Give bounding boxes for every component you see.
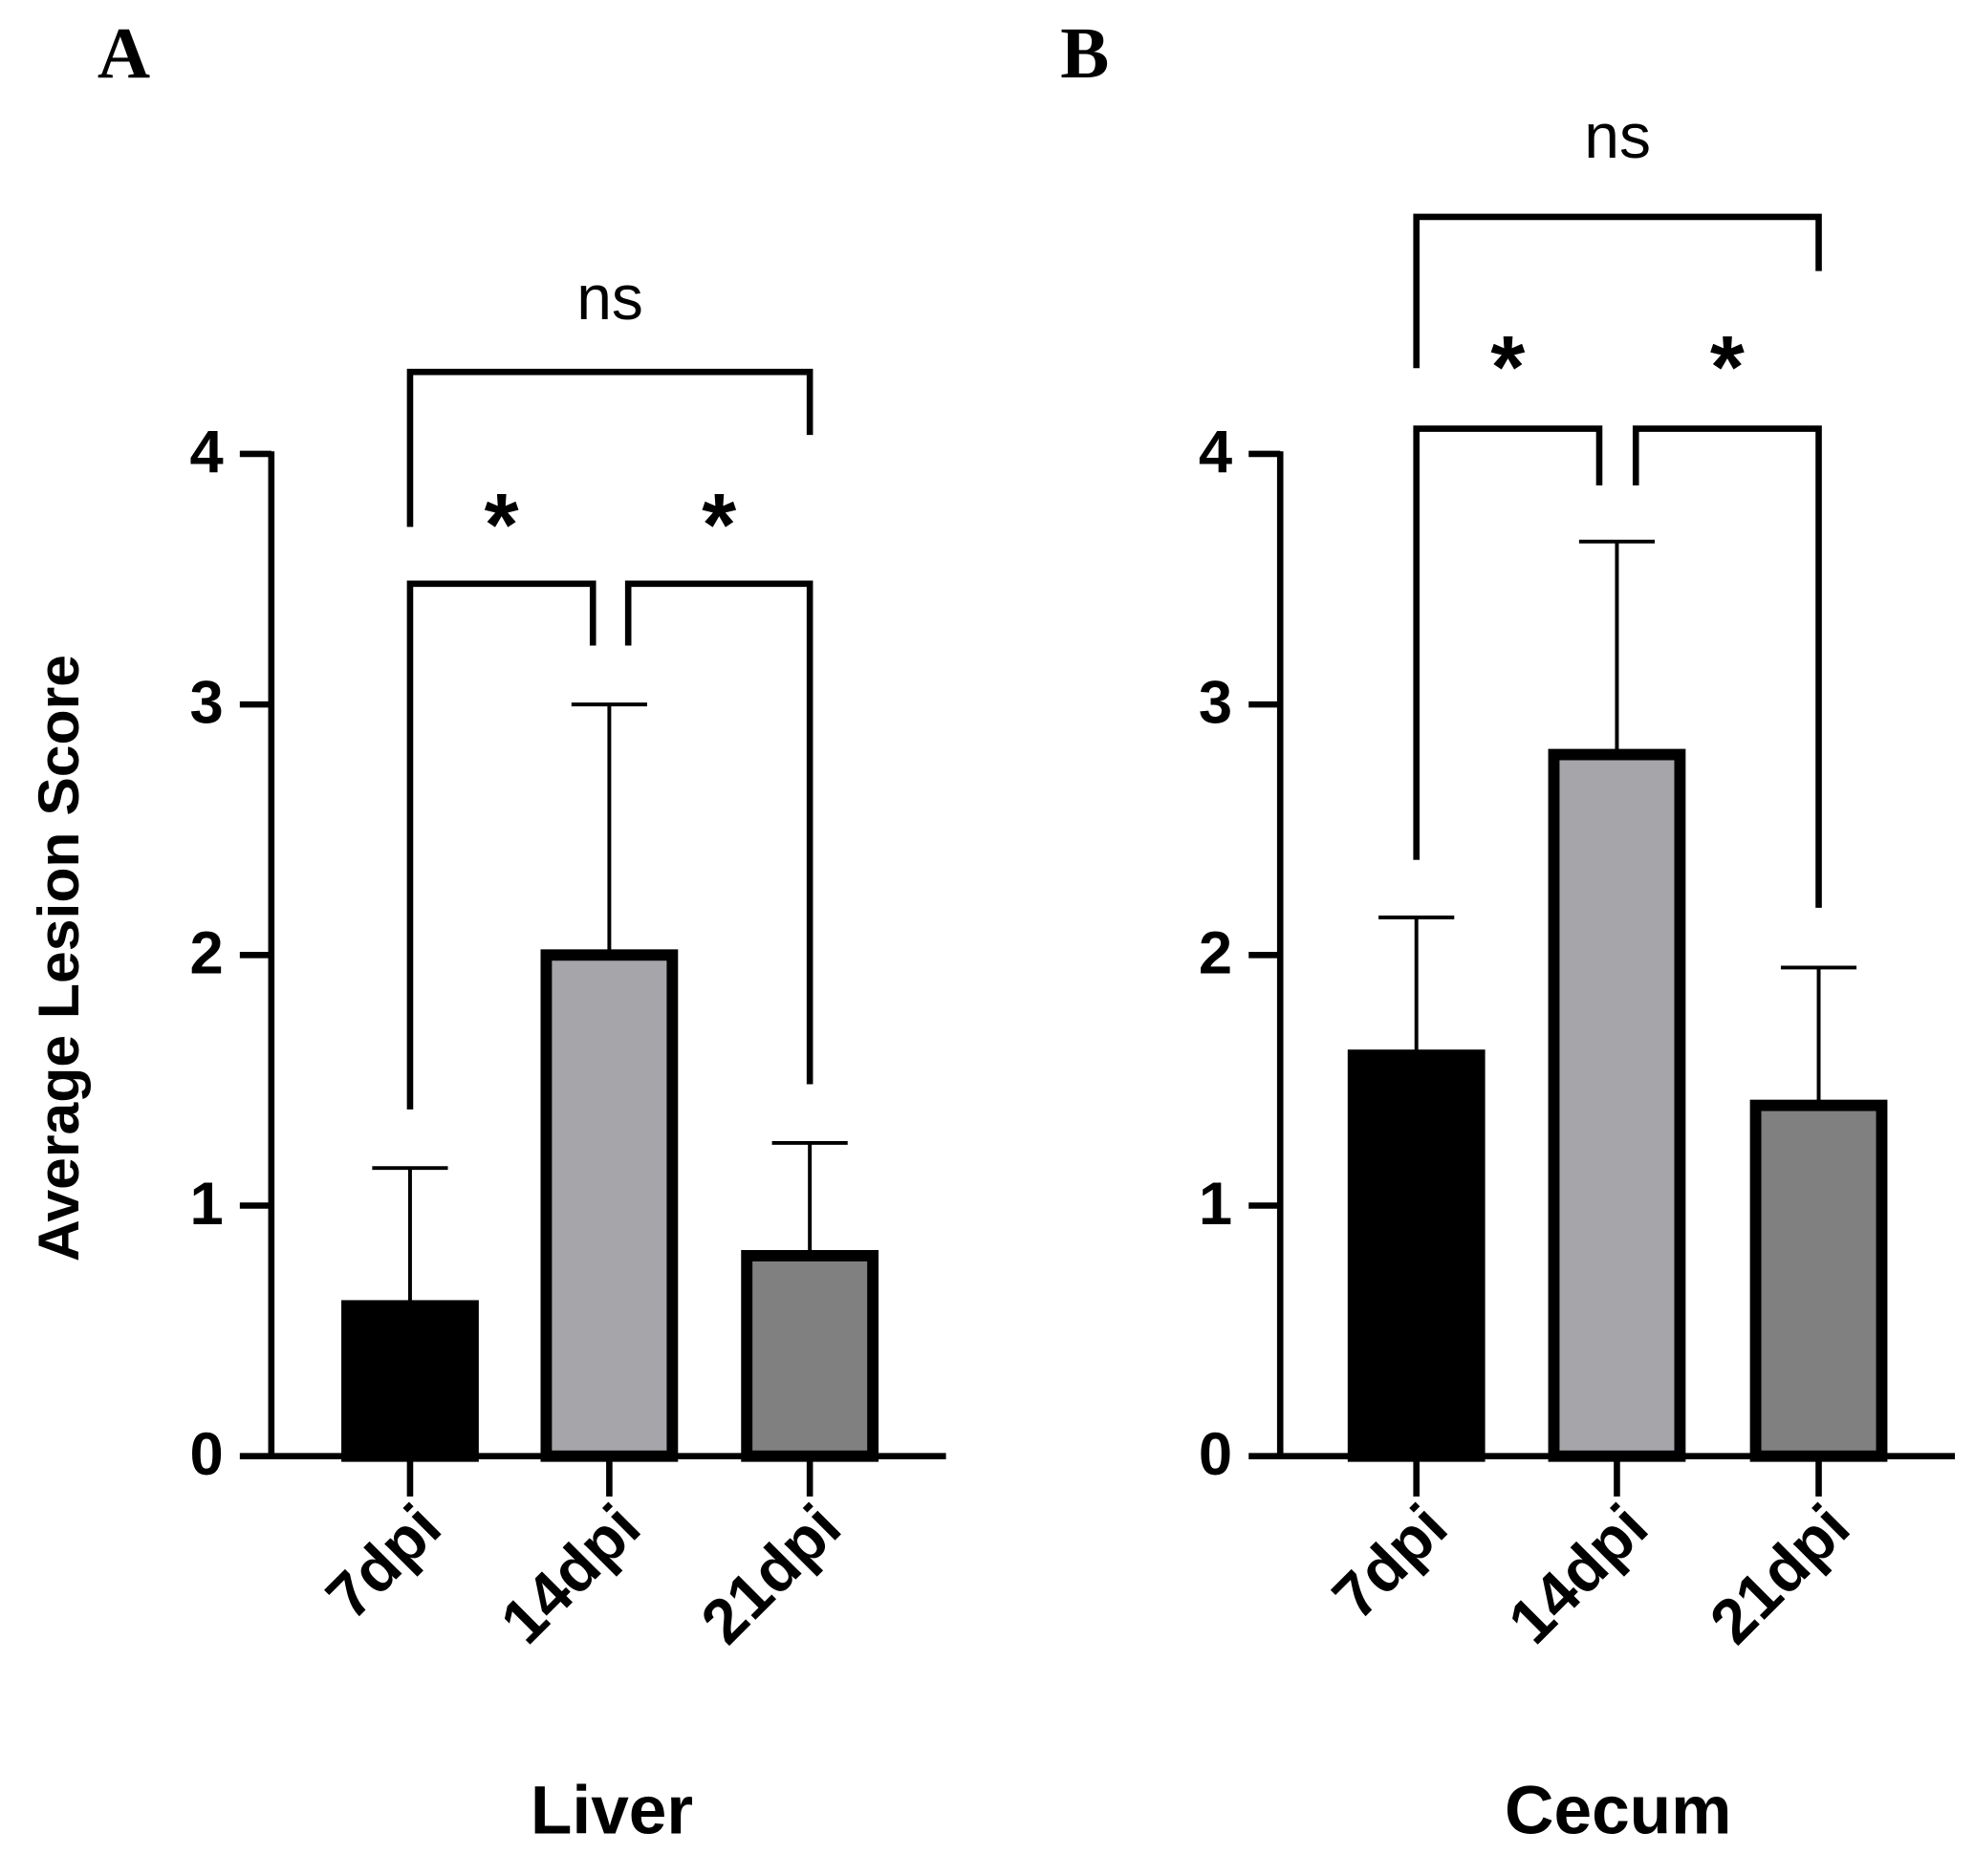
significance-bracket: [1413, 213, 1822, 369]
bar: [1347, 1049, 1486, 1462]
significance-label: ns: [1584, 100, 1651, 171]
significance-label: *: [702, 475, 736, 574]
panel-label: A: [98, 12, 150, 94]
significance-bracket: [406, 580, 597, 1110]
significance-bracket: [624, 580, 813, 1085]
significance-bracket: [406, 368, 813, 528]
x-tick-label: 21dpi: [1696, 1491, 1862, 1657]
bar: [341, 1300, 479, 1462]
y-tick-label: 1: [1199, 1171, 1232, 1238]
bar: [540, 949, 679, 1462]
y-tick-label: 3: [1199, 669, 1232, 736]
x-tick-label: 21dpi: [687, 1491, 854, 1657]
y-tick-label: 2: [189, 920, 223, 987]
y-tick-label: 3: [189, 669, 223, 736]
x-tick-label: 14dpi: [487, 1491, 653, 1657]
y-tick-label: 4: [189, 419, 223, 485]
bar: [741, 1250, 879, 1462]
y-axis-title: Average Lesion Score: [26, 655, 91, 1261]
y-tick-label: 0: [1199, 1421, 1232, 1488]
y-tick-label: 2: [1199, 920, 1232, 987]
significance-label: *: [1490, 317, 1525, 417]
significance-label: *: [1710, 317, 1745, 417]
significance-bracket: [1632, 425, 1822, 908]
y-tick-label: 4: [1199, 419, 1232, 485]
x-tick-label: 7dpi: [313, 1491, 454, 1632]
x-tick-label: 7dpi: [1318, 1491, 1460, 1632]
bar: [1749, 1099, 1888, 1462]
significance-label: ns: [576, 262, 643, 333]
x-tick-label: 14dpi: [1494, 1491, 1660, 1657]
panel-label: B: [1060, 12, 1109, 94]
y-tick-label: 1: [189, 1171, 223, 1238]
significance-label: *: [485, 475, 519, 574]
y-tick-label: 0: [189, 1421, 223, 1488]
significance-bracket: [1413, 425, 1603, 860]
x-axis-title: Liver: [531, 1773, 693, 1848]
bar: [1548, 748, 1686, 1462]
x-axis-title: Cecum: [1505, 1773, 1731, 1848]
